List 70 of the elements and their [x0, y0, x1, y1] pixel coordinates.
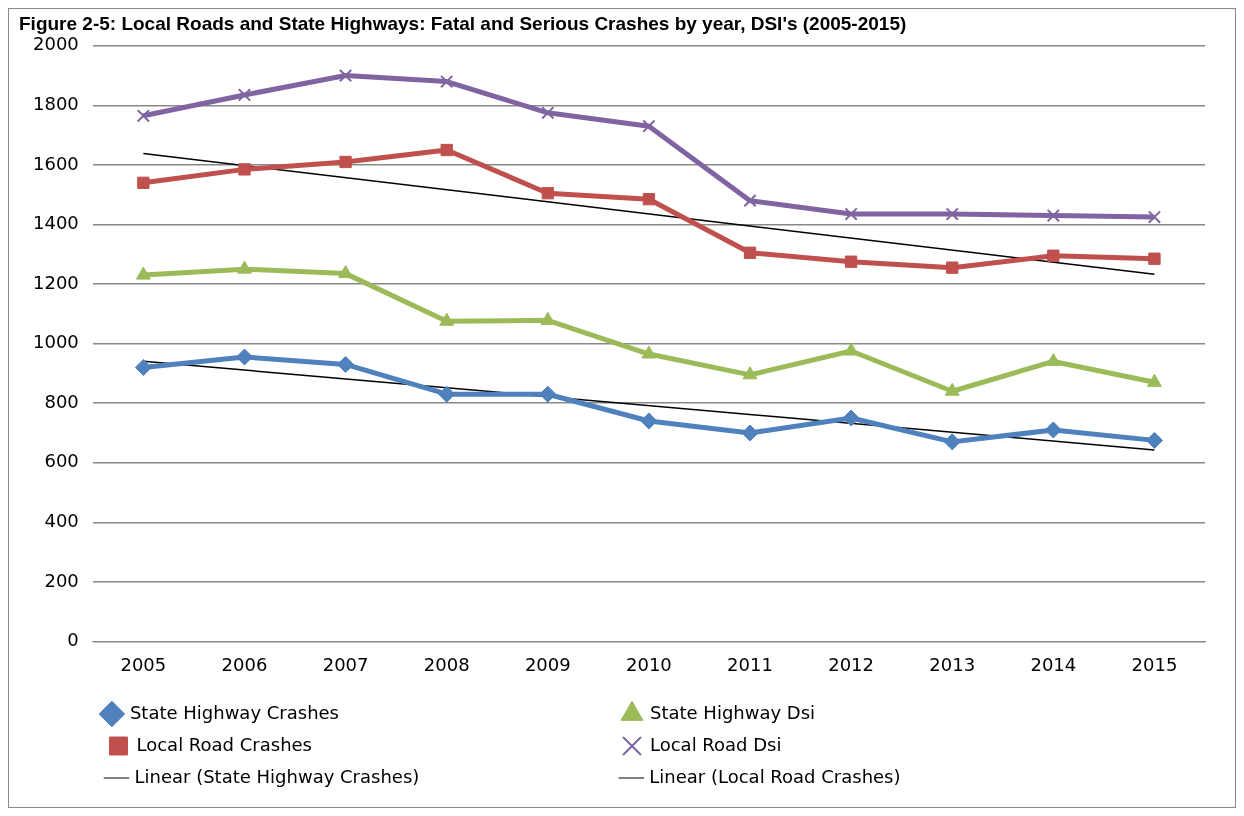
x-tick-label: 2015 [1131, 653, 1178, 675]
point [945, 207, 959, 221]
y-tick-label: 200 [44, 569, 79, 591]
point [439, 312, 455, 326]
point [539, 385, 557, 403]
point [541, 187, 554, 200]
point [1044, 421, 1062, 439]
y-tick-label: 1400 [33, 212, 79, 234]
point [134, 358, 152, 376]
point [237, 88, 252, 102]
y-tick-label: 1000 [33, 331, 79, 353]
point [337, 355, 355, 373]
point [743, 246, 757, 259]
x-tick-label: 2006 [221, 653, 268, 675]
y-tick-label: 1200 [33, 271, 79, 293]
y-tick-label: 400 [44, 509, 79, 531]
y-tick-label: 800 [44, 390, 79, 412]
point [137, 176, 150, 189]
point [642, 119, 656, 133]
x-tick-label: 2007 [322, 653, 369, 675]
point [135, 266, 151, 280]
point [642, 193, 656, 206]
legend-label: Linear (State Highway Crashes) [134, 765, 609, 787]
point [1046, 208, 1060, 223]
point [842, 409, 860, 427]
x-tick-label: 2012 [828, 653, 875, 675]
point [136, 109, 151, 123]
point [237, 260, 252, 274]
point [743, 194, 757, 208]
point [641, 345, 657, 359]
point [440, 74, 454, 89]
x-tick-label: 2008 [423, 653, 470, 675]
point [235, 348, 253, 366]
point [541, 106, 555, 120]
point [339, 155, 352, 169]
y-tick-label: 2000 [33, 33, 79, 55]
legend-label: Local Road Dsi [650, 733, 1115, 755]
point [742, 366, 758, 380]
point [238, 163, 251, 176]
y-tick-label: 1600 [33, 152, 79, 174]
legend-label: State Highway Dsi [650, 701, 1122, 723]
point [943, 433, 961, 451]
point [741, 424, 759, 442]
x-tick-label: 2005 [120, 653, 167, 675]
point [440, 143, 453, 157]
legend-label: Linear (Local Road Crashes) [649, 765, 1117, 787]
point [540, 311, 556, 325]
y-tick-label: 0 [67, 629, 79, 651]
point [338, 68, 353, 83]
legend-label: Local Road Crashes [136, 733, 609, 755]
x-tick-label: 2014 [1030, 653, 1077, 675]
legend-label: State Highway Crashes [129, 701, 610, 723]
point [1047, 249, 1060, 262]
point [640, 412, 658, 430]
point [1045, 352, 1061, 366]
y-tick-label: 600 [44, 450, 79, 472]
x-tick-label: 2009 [524, 653, 571, 675]
point [1147, 373, 1162, 387]
x-tick-label: 2010 [626, 653, 672, 675]
point [1147, 210, 1162, 224]
point [944, 382, 960, 396]
point [844, 255, 858, 268]
point [1148, 252, 1161, 265]
y-tick-label: 1800 [33, 93, 79, 115]
point [844, 207, 858, 221]
x-tick-label: 2013 [929, 653, 976, 675]
point [946, 261, 959, 274]
chart-title: Figure 2-5: Local Roads and State Highways: Fatal and Serious Crashes by year, DSI's (2005-2015) [19, 12, 907, 34]
x-tick-label: 2011 [727, 653, 773, 675]
point [843, 342, 859, 356]
